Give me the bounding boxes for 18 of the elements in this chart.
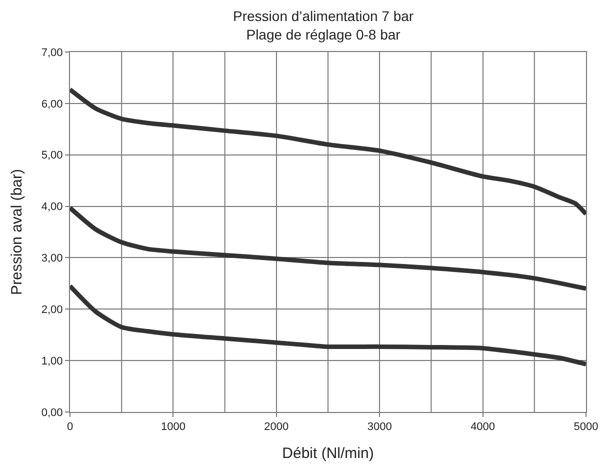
y-axis-title: Pression aval (bar) xyxy=(8,169,26,295)
chart-subtitle: Plage de réglage 0-8 bar xyxy=(246,26,401,42)
y-tick-label: 0,00 xyxy=(41,406,63,419)
x-tick-label: 0 xyxy=(66,421,74,434)
y-tick-label: 1,00 xyxy=(41,355,63,368)
y-tick-label: 7,00 xyxy=(41,46,63,59)
y-tick-label: 4,00 xyxy=(41,201,63,214)
chart-title: Pression d’alimentation 7 bar xyxy=(233,8,414,24)
y-tick-label: 2,00 xyxy=(41,304,63,316)
y-tick-label: 6,00 xyxy=(41,98,63,110)
x-tick-label: 5000 xyxy=(574,421,598,434)
x-axis-title: Débit (Nl/min) xyxy=(282,445,374,462)
x-tick-label: 3000 xyxy=(367,421,392,434)
x-tick-label: 1000 xyxy=(160,421,186,434)
y-tick-label: 5,00 xyxy=(41,150,63,162)
y-tick-label: 3,00 xyxy=(41,252,63,265)
x-tick-label: 4000 xyxy=(470,421,496,434)
x-tick-label: 2000 xyxy=(264,421,289,434)
